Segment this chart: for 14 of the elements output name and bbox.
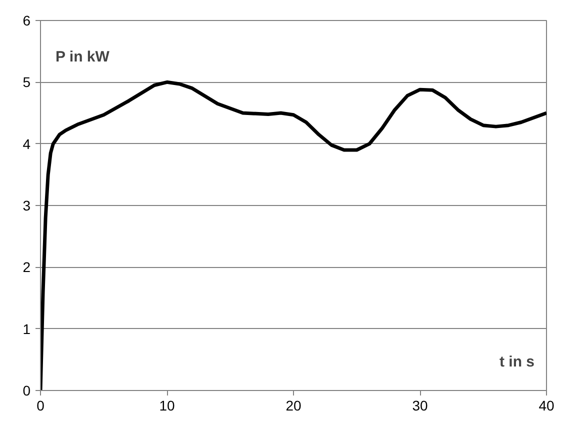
y-tick-label: 4 [22,136,31,152]
y-axis-title: P in kW [56,48,110,66]
y-tick-label: 1 [22,320,31,337]
x-tick-label: 0 [36,398,45,414]
x-tick-label: 40 [538,398,554,414]
y-tick-label: 6 [22,12,31,28]
y-tick-label: 3 [22,198,31,214]
y-tick-label: 2 [22,259,31,276]
y-tick-label: 5 [22,74,31,90]
x-tick-label: 10 [159,398,175,414]
x-tick-label: 30 [412,398,428,414]
y-tick-label: 0 [22,382,31,398]
x-tick-label: 20 [286,398,302,414]
x-axis-title: t in s [500,354,535,370]
